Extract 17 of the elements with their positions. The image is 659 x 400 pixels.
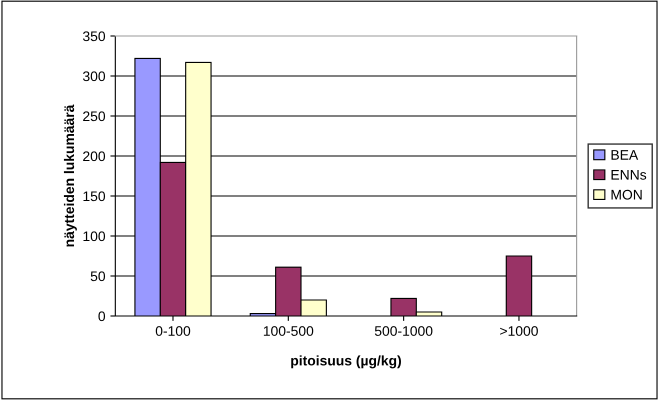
y-tick-label: 300 xyxy=(82,71,106,82)
legend-label: BEA xyxy=(612,150,638,160)
legend-label: ENNs xyxy=(612,170,646,180)
x-tick-label: 100-500 xyxy=(264,326,314,336)
x-tick-label: 0-100 xyxy=(156,326,190,336)
x-axis-title: pitoisuus (µg/kg) xyxy=(291,355,401,368)
y-tick-label: 150 xyxy=(83,191,106,202)
y-tick-label: 350 xyxy=(82,31,106,42)
legend-label: MON xyxy=(612,190,642,200)
y-tick-label: 100 xyxy=(83,231,106,242)
x-tick-label: >1000 xyxy=(500,326,538,336)
y-tick-label: 200 xyxy=(83,151,106,162)
y-tick-label: 50 xyxy=(90,271,106,282)
y-tick-label: 0 xyxy=(98,311,106,322)
y-axis-title: näytteiden lukumäärä xyxy=(64,104,77,246)
y-tick-label: 250 xyxy=(83,111,106,122)
x-tick-label: 500-1000 xyxy=(374,326,432,336)
